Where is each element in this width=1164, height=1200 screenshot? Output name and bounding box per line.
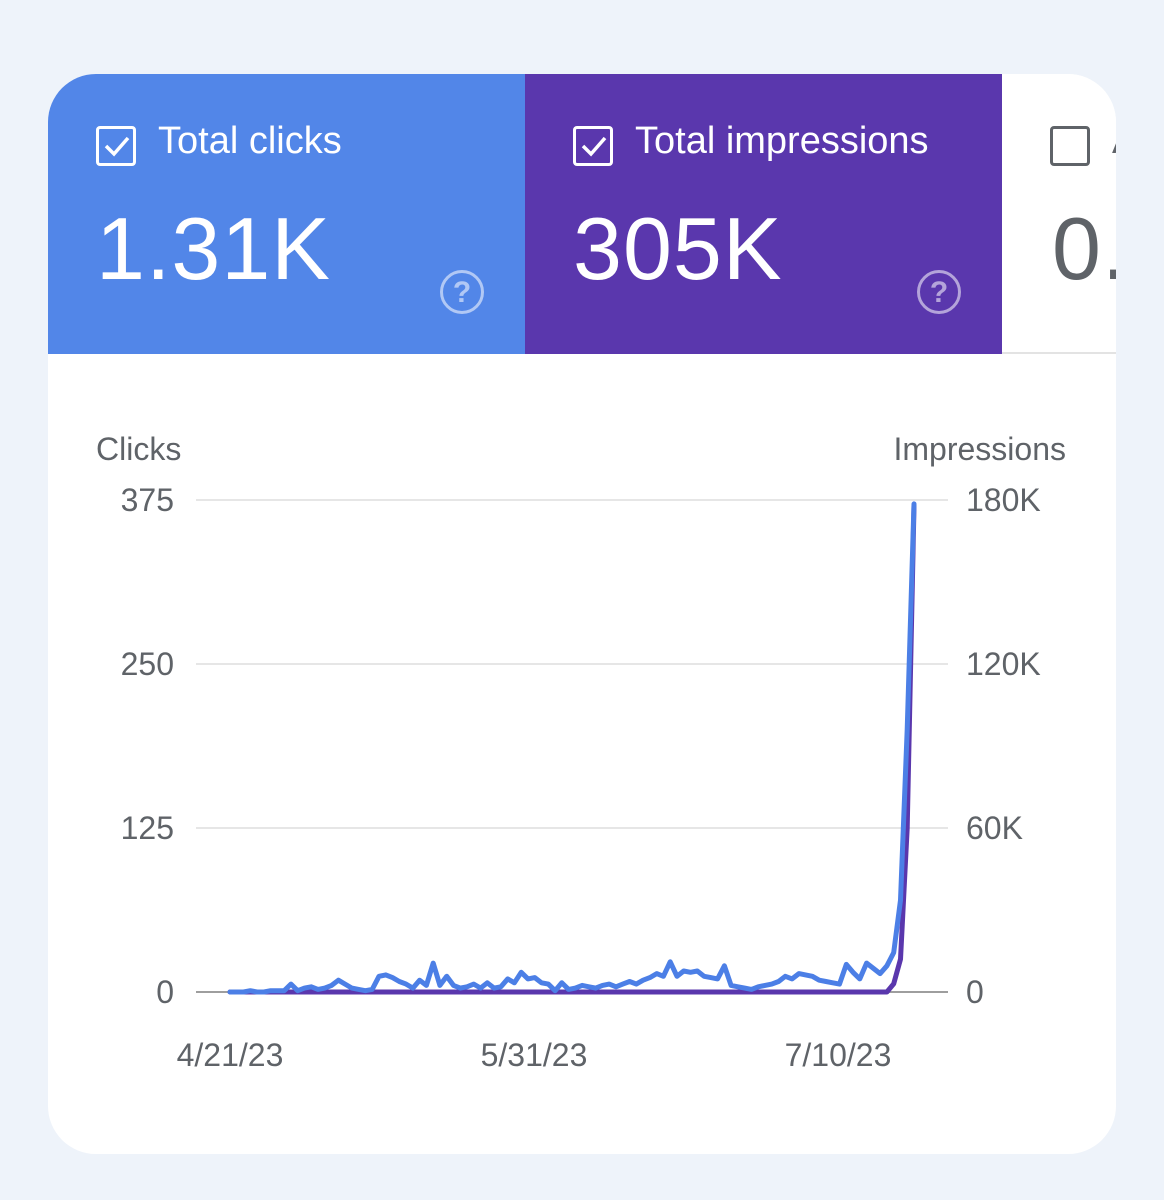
y-right-tick-label: 180K [966, 482, 1041, 518]
tile-value-ctr: 0. [1052, 199, 1116, 298]
tile-value-impressions: 305K [573, 199, 783, 298]
tile-value-clicks: 1.31K [96, 199, 331, 298]
y-left-tick-label: 375 [121, 482, 174, 518]
x-tick-label: 5/31/23 [481, 1037, 588, 1073]
performance-chart: Clicks Impressions 375 250 125 0 180K 120K 60… [96, 431, 1067, 1073]
x-tick-label: 7/10/23 [785, 1037, 892, 1073]
performance-card: Total clicks 1.31K ? Total impressions 3… [48, 74, 1116, 1154]
y-axis-right-ticks: 180K 120K 60K 0 [966, 482, 1041, 1010]
series-line-clicks [227, 501, 917, 995]
help-circle-icon[interactable]: ? [440, 270, 484, 314]
checkbox-checked-icon[interactable] [573, 126, 613, 166]
y-right-tick-label: 0 [966, 974, 984, 1010]
y-axis-right-title: Impressions [894, 431, 1067, 467]
x-tick-label: 4/21/23 [177, 1037, 284, 1073]
help-circle-icon[interactable]: ? [917, 270, 961, 314]
series-line-impressions [227, 503, 917, 995]
tile-label-clicks: Total clicks [158, 120, 342, 162]
tile-average-ctr[interactable]: A 0. [1002, 74, 1116, 354]
x-axis-ticks: 4/21/23 5/31/23 7/10/23 [177, 1037, 892, 1073]
y-left-tick-label: 0 [156, 974, 174, 1010]
y-left-tick-label: 250 [121, 646, 174, 682]
y-right-tick-label: 60K [966, 810, 1023, 846]
tile-label-impressions: Total impressions [635, 120, 929, 162]
tile-total-impressions[interactable]: Total impressions 305K ? [525, 74, 1002, 354]
tile-total-clicks[interactable]: Total clicks 1.31K ? [48, 74, 525, 354]
tile-label-ctr: A [1112, 120, 1116, 163]
y-axis-left-ticks: 375 250 125 0 [121, 482, 174, 1010]
y-axis-left-title: Clicks [96, 431, 181, 467]
gridlines [196, 499, 948, 993]
series-lines [227, 501, 917, 995]
checkbox-checked-icon[interactable] [96, 126, 136, 166]
y-left-tick-label: 125 [121, 810, 174, 846]
checkbox-unchecked-icon[interactable] [1050, 126, 1090, 166]
y-right-tick-label: 120K [966, 646, 1041, 682]
metric-tiles: Total clicks 1.31K ? Total impressions 3… [48, 74, 1116, 354]
